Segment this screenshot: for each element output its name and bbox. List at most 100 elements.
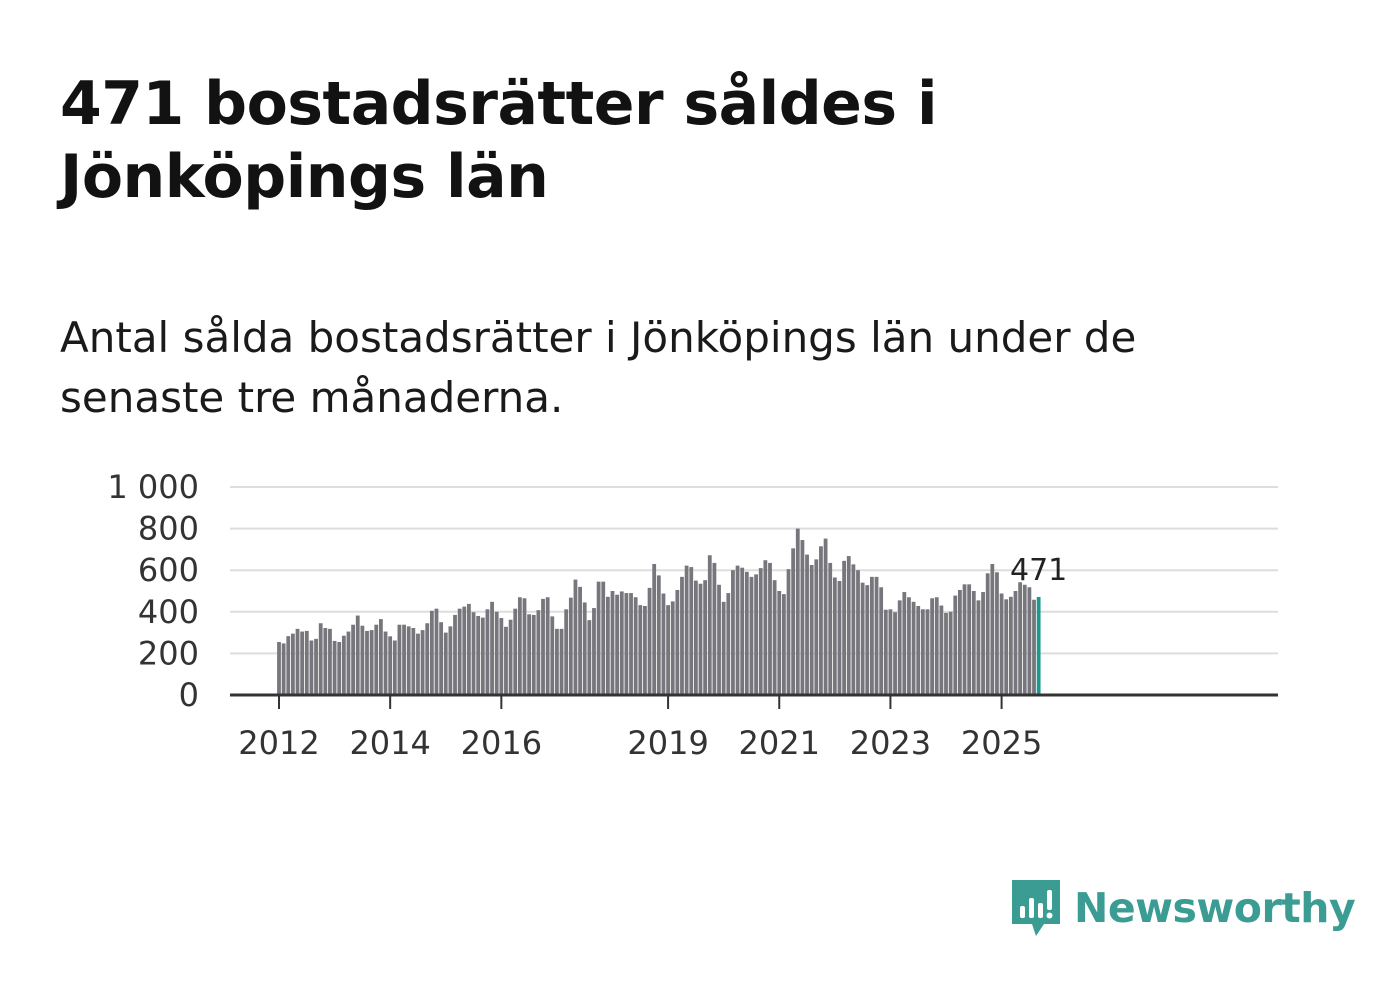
bar xyxy=(638,605,643,695)
bar xyxy=(837,581,842,695)
bar xyxy=(346,631,351,695)
bar xyxy=(768,562,772,695)
y-tick-label: 600 xyxy=(138,551,199,589)
chart-title: 471 bostadsrätter såldes i Jönköpings lä… xyxy=(60,69,938,212)
bar xyxy=(332,640,337,695)
bar xyxy=(851,564,856,695)
bar xyxy=(675,589,680,695)
bar xyxy=(471,612,476,695)
bar xyxy=(925,609,930,695)
bar xyxy=(392,640,397,695)
bar xyxy=(425,623,430,695)
bar xyxy=(1008,596,1013,695)
bar xyxy=(999,593,1004,695)
bar xyxy=(476,615,481,695)
bar xyxy=(429,610,434,695)
bar xyxy=(735,565,740,695)
bar xyxy=(985,573,990,695)
brand-logo: Newsworthy xyxy=(1010,876,1356,940)
bar xyxy=(578,586,582,695)
bar xyxy=(860,582,865,695)
bar xyxy=(893,612,897,695)
bar xyxy=(758,568,763,695)
bar xyxy=(360,625,365,695)
bar xyxy=(703,580,708,695)
x-tick-label: 2023 xyxy=(850,724,931,762)
bar xyxy=(434,608,439,695)
bar xyxy=(337,641,342,695)
bar xyxy=(420,630,425,695)
bar xyxy=(402,624,406,695)
y-tick-label: 400 xyxy=(138,593,199,631)
bar xyxy=(832,577,837,695)
bar xyxy=(624,593,629,695)
bar xyxy=(819,546,823,695)
bar xyxy=(494,611,499,695)
bar xyxy=(781,594,786,695)
x-tick-label: 2014 xyxy=(349,724,430,762)
x-tick-label: 2019 xyxy=(627,724,708,762)
bar xyxy=(661,593,666,695)
bar xyxy=(693,580,698,695)
bar xyxy=(990,563,995,695)
bar xyxy=(1022,584,1027,695)
bar xyxy=(406,626,411,695)
bar xyxy=(295,628,300,695)
bar xyxy=(888,609,893,695)
bar xyxy=(652,563,657,695)
bar xyxy=(981,592,985,695)
bar xyxy=(374,624,379,695)
bar xyxy=(749,576,754,695)
bar xyxy=(568,597,573,695)
bar xyxy=(291,633,295,695)
bar xyxy=(911,601,916,695)
bar xyxy=(865,585,870,695)
bar xyxy=(953,595,958,695)
bar xyxy=(448,626,453,695)
bar xyxy=(828,562,833,695)
bar xyxy=(467,603,471,695)
bar xyxy=(856,570,860,695)
bar xyxy=(958,589,962,695)
bar xyxy=(809,565,814,695)
bar xyxy=(573,579,578,695)
bar xyxy=(995,572,999,695)
bars xyxy=(277,528,1041,695)
bar xyxy=(355,615,360,695)
bar xyxy=(615,594,620,695)
bar xyxy=(536,610,541,695)
bar xyxy=(805,554,809,695)
bar xyxy=(490,601,494,695)
bar xyxy=(596,581,601,695)
x-axis-ticks: 2012 2014 2016 2019 2021 2023 2025 xyxy=(238,695,1042,762)
bar xyxy=(902,592,907,695)
bar xyxy=(666,605,670,695)
bar xyxy=(527,614,532,695)
bar xyxy=(680,576,684,695)
x-tick-label: 2021 xyxy=(739,724,820,762)
bar xyxy=(934,597,939,695)
bar xyxy=(846,556,851,695)
bar xyxy=(1027,587,1032,695)
bar xyxy=(610,591,615,695)
bar xyxy=(870,576,874,695)
bar xyxy=(944,612,948,695)
bar xyxy=(726,593,731,695)
bar xyxy=(698,583,703,695)
bar xyxy=(545,597,550,695)
bar xyxy=(341,635,346,695)
bar xyxy=(897,600,902,695)
bar xyxy=(907,597,911,695)
bar xyxy=(564,609,569,695)
bar xyxy=(656,575,661,695)
bar xyxy=(976,600,981,695)
bar xyxy=(328,628,332,695)
bar xyxy=(351,624,356,695)
bar xyxy=(531,614,536,695)
bar xyxy=(712,562,717,695)
x-tick-label: 2025 xyxy=(961,724,1042,762)
bar xyxy=(1013,591,1018,695)
bar xyxy=(504,626,508,695)
